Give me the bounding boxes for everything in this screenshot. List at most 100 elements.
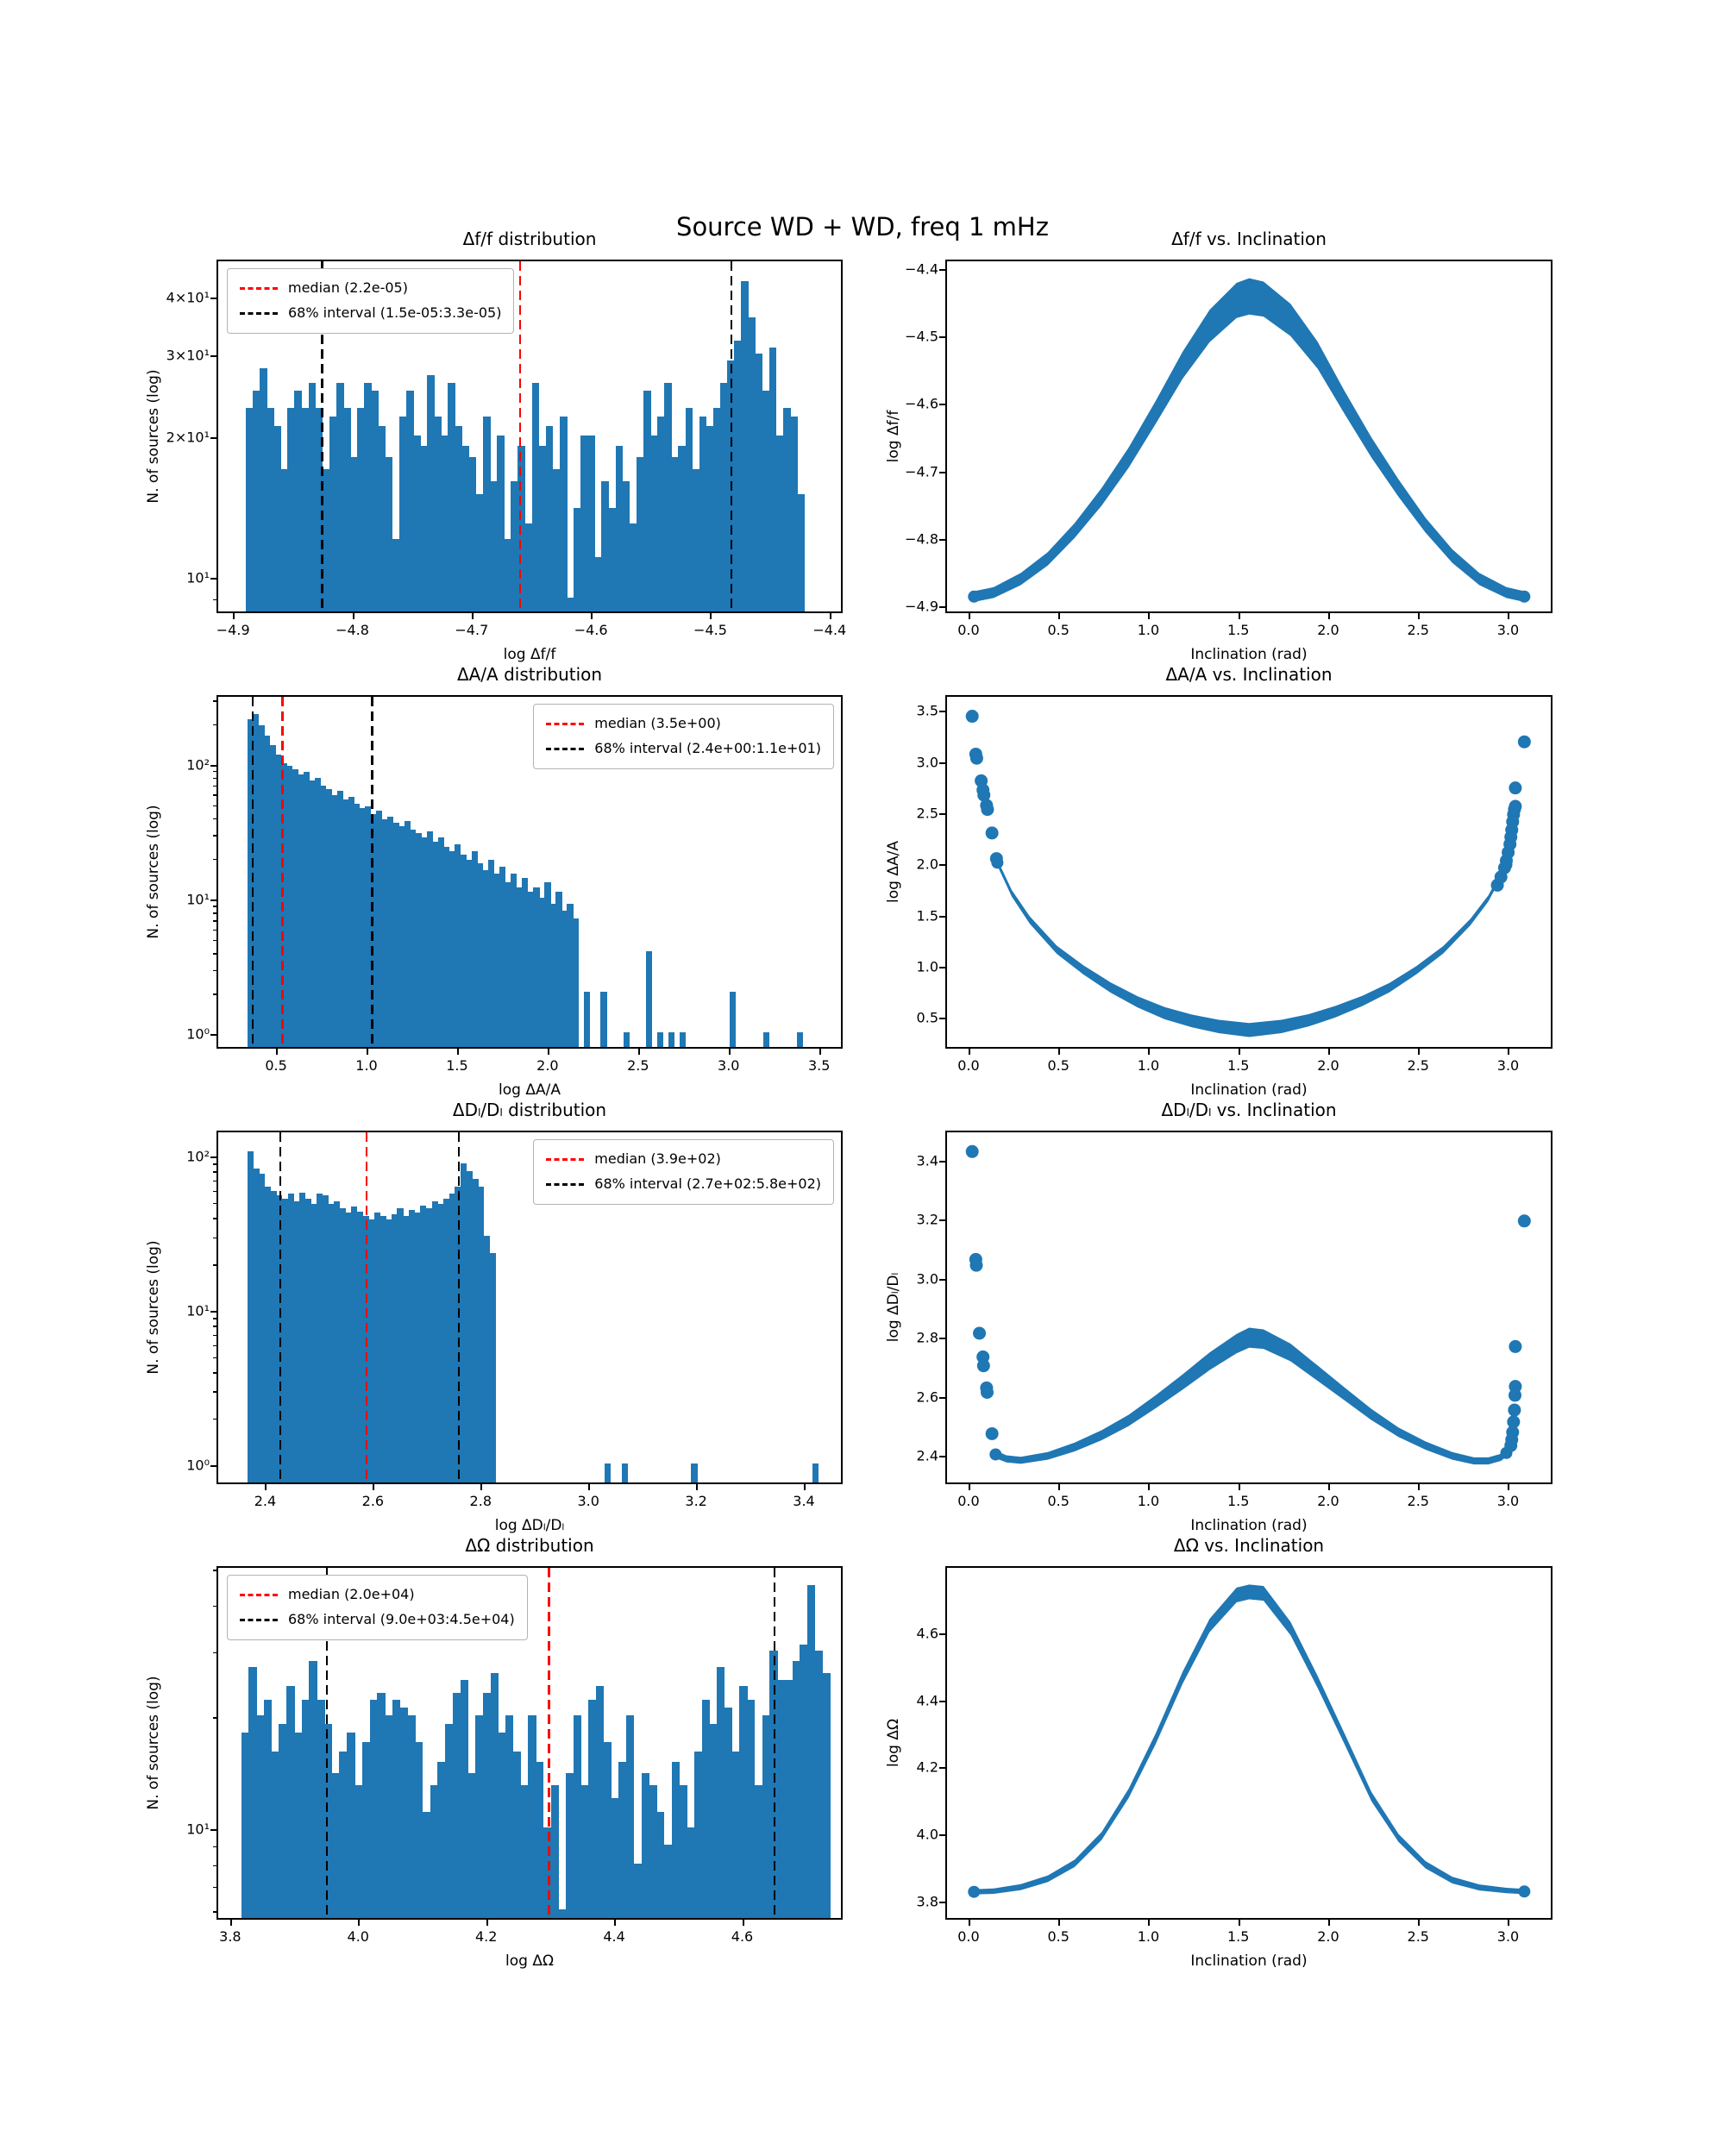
y-minor-tick: [213, 1570, 217, 1571]
plot-title: Δf/f distribution: [462, 229, 597, 249]
y-tick: [210, 1464, 217, 1467]
histogram-bar: [467, 1772, 476, 1918]
histogram-bar: [633, 1863, 643, 1918]
y-minor-tick: [213, 1651, 217, 1653]
y-tick: [939, 1160, 946, 1163]
x-tick-label: 1.0: [1137, 1928, 1160, 1945]
y-minor-tick: [213, 906, 217, 907]
histogram-bar: [558, 1909, 567, 1918]
histogram-bar: [489, 1253, 496, 1482]
histogram-bar: [404, 821, 411, 1047]
x-tick-label: 3.5: [807, 1057, 831, 1074]
interval-high-line: [730, 261, 732, 611]
y-minor-tick: [213, 1357, 217, 1359]
histogram-bar: [403, 1216, 410, 1482]
x-tick-label: 3.4: [793, 1493, 815, 1509]
histogram-bar: [380, 1216, 386, 1482]
y-tick: [939, 1219, 946, 1222]
scatter-point: [1509, 1339, 1522, 1353]
histogram-bar: [371, 391, 380, 611]
histogram-bar: [622, 1463, 629, 1482]
y-tick-label: 0.5: [916, 1009, 938, 1026]
histogram-bar: [543, 1827, 552, 1918]
histogram-bar: [309, 780, 316, 1047]
x-tick: [456, 1048, 459, 1055]
x-tick: [229, 1919, 232, 1926]
histogram-bar: [279, 1723, 287, 1918]
x-tick-label: 2.0: [1317, 1057, 1339, 1074]
histogram-bar: [601, 480, 610, 611]
y-minor-tick: [213, 1190, 217, 1193]
y-tick-label: 10²: [186, 1148, 210, 1165]
histogram-bar: [608, 508, 617, 611]
histogram-bar: [301, 1700, 310, 1918]
x-tick: [968, 1483, 970, 1490]
y-tick: [939, 967, 946, 969]
histogram-bar: [386, 1219, 392, 1482]
histogram-bar: [460, 1163, 467, 1482]
histogram-bar: [448, 851, 455, 1047]
histogram-bar: [797, 1032, 804, 1047]
histogram-bar: [567, 597, 574, 611]
y-tick-label: 4×10¹: [166, 289, 210, 306]
histogram-bar: [253, 1168, 260, 1482]
y-minor-tick: [213, 993, 217, 995]
scatter-band: [974, 278, 1525, 602]
histogram-bar: [392, 539, 400, 611]
interval-high-line: [371, 697, 373, 1047]
histogram-bar: [247, 719, 254, 1047]
histogram-bar: [351, 1206, 358, 1482]
y-tick-label: −4.8: [905, 530, 938, 548]
histogram-bar: [287, 1194, 294, 1482]
x-tick-label: −4.5: [693, 622, 727, 638]
scatter-band: [995, 1327, 1507, 1465]
x-tick-label: 1.5: [1226, 622, 1250, 638]
histogram-bar: [594, 556, 603, 611]
median-line: [518, 261, 522, 611]
y-minor-tick: [213, 724, 217, 726]
y-minor-tick: [213, 835, 217, 837]
y-minor-tick: [213, 1163, 217, 1165]
y-minor-tick: [213, 1605, 217, 1608]
x-tick: [1418, 1919, 1421, 1926]
histogram-bar: [691, 1463, 698, 1482]
histogram-bar: [611, 1797, 619, 1918]
histogram-bar: [293, 1200, 300, 1482]
histogram-bar: [248, 1667, 257, 1918]
y-tick: [939, 404, 946, 406]
x-axis-label: log Δf/f: [503, 646, 556, 663]
x-tick: [1238, 1048, 1240, 1055]
y-tick-label: 3.0: [916, 1270, 938, 1288]
histogram-bar: [800, 1645, 808, 1918]
histogram-bar: [373, 1213, 381, 1482]
y-minor-tick: [213, 1372, 217, 1374]
y-minor-tick: [213, 1264, 217, 1266]
histogram-bar: [365, 805, 372, 1047]
histogram-bar: [263, 1700, 273, 1918]
x-tick-label: 1.5: [446, 1057, 468, 1074]
y-axis-label: N. of sources (log): [145, 1676, 162, 1810]
y-tick: [939, 1767, 946, 1770]
scatter-point: [985, 1426, 999, 1440]
histogram-bar: [420, 446, 428, 611]
histogram-bar: [286, 1686, 295, 1918]
histogram-bar: [303, 771, 310, 1047]
histogram-bar: [301, 407, 310, 611]
y-tick: [939, 864, 946, 867]
histogram-bar: [706, 426, 714, 611]
y-minor-tick: [213, 939, 217, 942]
histogram-bar: [292, 768, 298, 1047]
x-tick: [728, 1048, 731, 1055]
histogram-bar: [656, 1032, 663, 1047]
histogram-bar: [399, 1708, 408, 1918]
y-tick-label: −4.4: [905, 260, 938, 278]
x-tick: [1148, 1919, 1151, 1926]
histogram-bar: [596, 1686, 605, 1918]
scatter-point: [980, 1386, 994, 1400]
y-tick-label: 4.4: [916, 1692, 938, 1709]
y-minor-tick: [213, 1418, 217, 1420]
histogram-bar: [518, 446, 526, 611]
x-tick: [1418, 1483, 1421, 1490]
x-tick: [1508, 612, 1510, 619]
x-tick-label: −4.4: [812, 622, 847, 638]
